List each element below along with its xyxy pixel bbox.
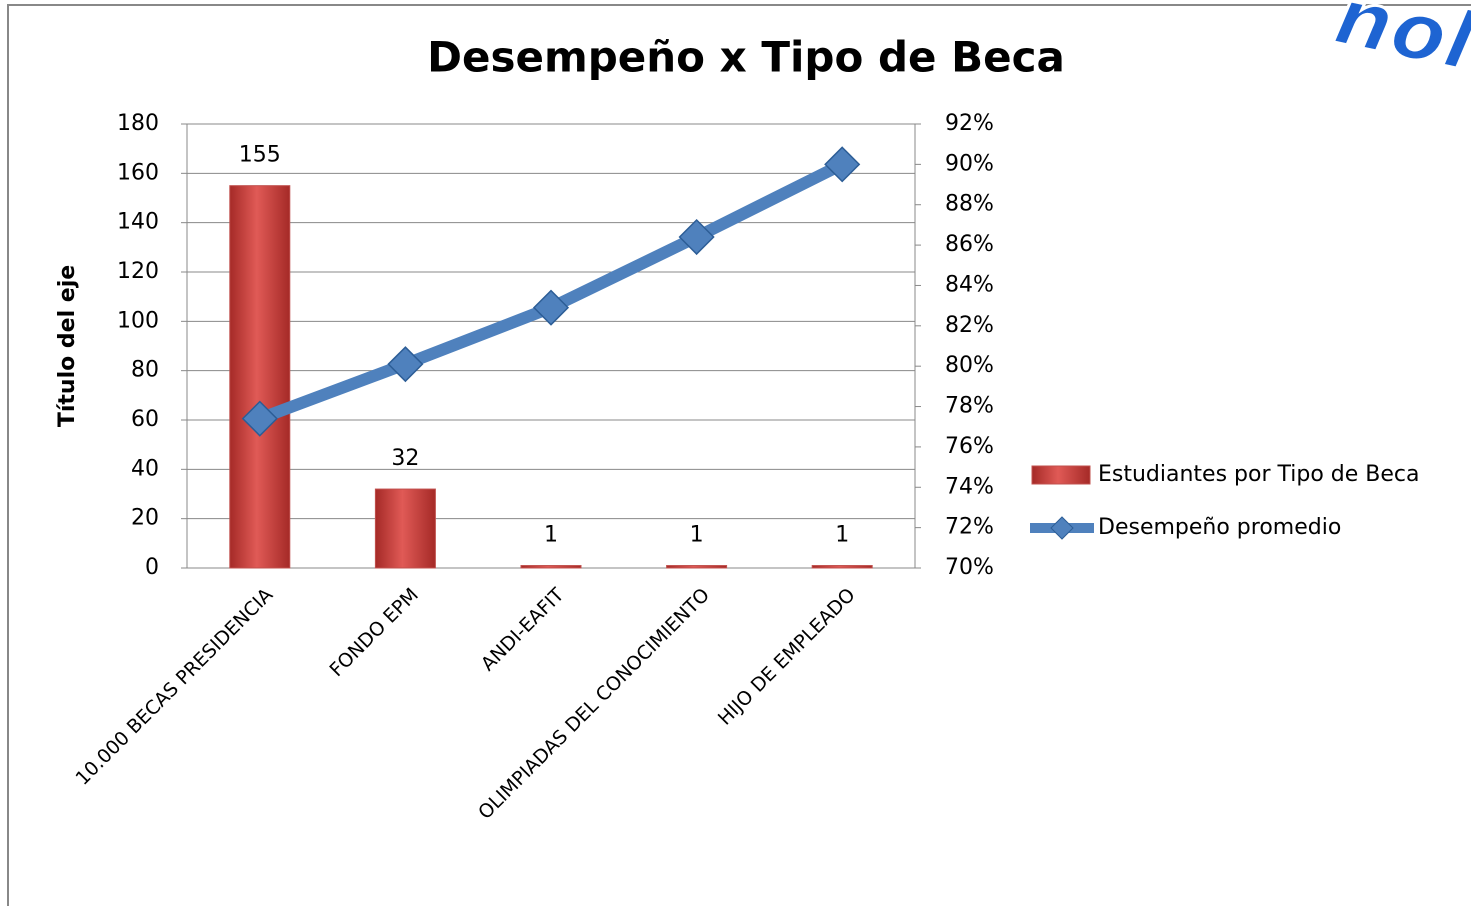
- value-label: 1: [544, 523, 558, 548]
- marker: [387, 346, 424, 383]
- bar: [374, 488, 436, 569]
- y2-tick-label: 72%: [945, 515, 994, 540]
- legend-label: Estudiantes por Tipo de Beca: [1098, 462, 1420, 487]
- y-tick-label: 0: [145, 555, 159, 580]
- bar: [811, 565, 873, 569]
- y-tick-label: 20: [131, 506, 159, 531]
- legend-swatch: [1031, 465, 1091, 485]
- value-label: 32: [391, 446, 419, 471]
- y2-tick-label: 78%: [945, 394, 994, 419]
- legend-marker: [1050, 516, 1074, 540]
- y2-tick-label: 76%: [945, 434, 994, 459]
- y-tick-label: 40: [131, 456, 159, 481]
- y-tick-label: 180: [117, 111, 159, 136]
- bar: [229, 185, 291, 569]
- legend-label: Desempeño promedio: [1098, 515, 1341, 540]
- chart-title: Desempeño x Tipo de Beca: [427, 33, 1065, 82]
- y-tick-label: 80: [131, 358, 159, 383]
- y-tick-label: 140: [117, 210, 159, 235]
- value-label: 155: [239, 143, 281, 168]
- value-label: 1: [835, 523, 849, 548]
- bar: [520, 565, 582, 569]
- y-tick-label: 160: [117, 160, 159, 185]
- value-label: 1: [690, 523, 704, 548]
- marker: [678, 218, 715, 256]
- chart-frame: [7, 4, 1471, 906]
- y-axis-title: Título del eje: [55, 265, 80, 427]
- y2-tick-label: 80%: [945, 353, 994, 378]
- y-tick-label: 100: [117, 308, 159, 333]
- marker: [532, 289, 570, 326]
- marker: [241, 400, 278, 437]
- y2-tick-label: 84%: [945, 272, 994, 297]
- marker: [824, 146, 861, 183]
- y2-tick-label: 90%: [945, 151, 994, 176]
- y2-tick-label: 70%: [945, 555, 994, 580]
- y2-tick-label: 88%: [945, 192, 994, 217]
- bar: [666, 565, 728, 569]
- y2-tick-label: 86%: [945, 232, 994, 257]
- y-tick-label: 60: [131, 407, 159, 432]
- y2-tick-label: 92%: [945, 111, 994, 136]
- y2-tick-label: 82%: [945, 313, 994, 338]
- y2-tick-label: 74%: [945, 474, 994, 499]
- y-tick-label: 120: [117, 259, 159, 284]
